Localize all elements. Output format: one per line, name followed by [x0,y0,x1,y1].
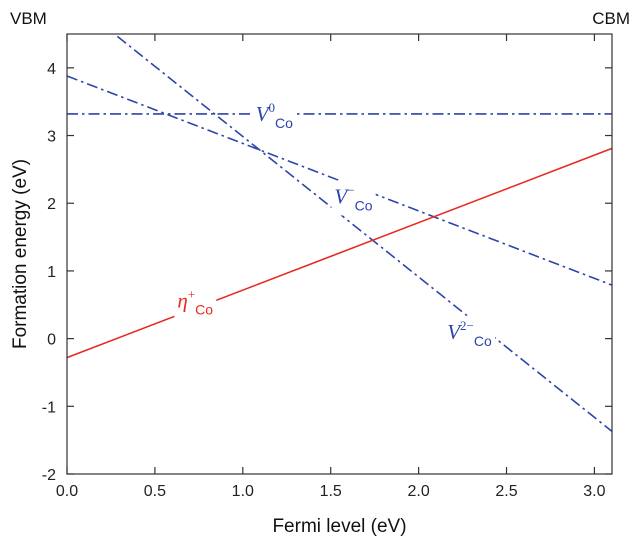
y-tick-label: 4 [47,61,56,78]
series-layer [67,34,612,433]
series-label-3: η+Co [174,284,217,320]
plot-frame [66,33,613,475]
series-line-2 [113,34,612,433]
y-tick-label: -2 [42,467,56,484]
x-axis-title: Fermi level (eV) [272,516,406,537]
vbm-label: VBM [10,9,47,28]
series-label-text: V0Co [256,100,293,131]
series-label-0: V0Co [252,97,297,133]
x-tick-label: 3.0 [583,483,605,500]
cbm-label: CBM [592,9,630,28]
x-tick-label: 1.0 [232,483,254,500]
y-axis-title: Formation energy (eV) [10,159,31,349]
series-label-text: η+Co [177,287,213,318]
series-label-text: V2−Co [447,318,492,349]
x-tick-label: 2.0 [407,483,429,500]
x-tick-label: 1.5 [320,483,342,500]
y-tick-label: 3 [47,129,56,146]
series-line-3 [67,147,612,359]
series-label-background [444,315,495,351]
series-label-1: V−Co [331,180,376,216]
y-tick-label: 0 [47,332,56,349]
y-tick-label: 1 [47,264,56,281]
x-tick-label: 0.0 [56,483,78,500]
y-tick-label: -1 [42,399,56,416]
series-label-text: V−Co [334,182,372,213]
x-tick-label: 2.5 [495,483,517,500]
y-tick-label: 2 [47,196,56,213]
series-label-background [331,180,376,216]
series-label-background [252,97,297,133]
ticks-layer: 0.0 0.5 1.0 1.5 2.0 2.5 3.0 -2 -1 0 1 2 3 4 [42,34,612,500]
series-label-background [174,284,217,320]
series-labels-layer: V0Co V−Co V2−Co η+Co [174,97,495,351]
x-tick-label: 0.5 [144,483,166,500]
series-label-2: V2−Co [444,315,495,351]
